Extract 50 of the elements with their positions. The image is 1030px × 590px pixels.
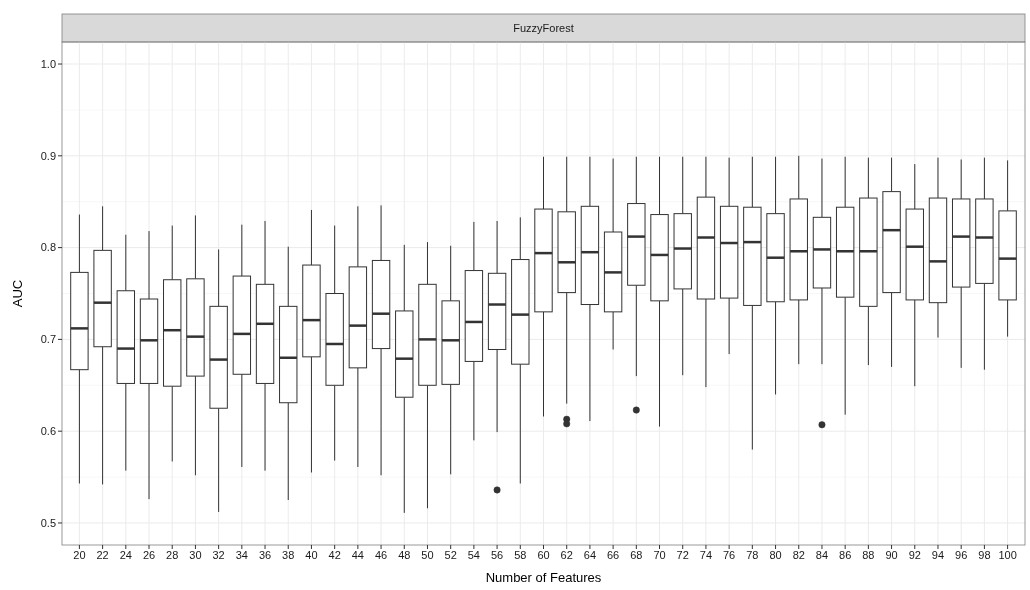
x-tick-label: 92 — [908, 549, 921, 561]
x-tick-label: 28 — [166, 549, 179, 561]
x-tick-label: 66 — [606, 549, 620, 561]
x-tick-label: 44 — [351, 549, 364, 561]
chart-title: FuzzyForest — [513, 21, 574, 34]
x-tick-label: 20 — [73, 549, 86, 561]
x-tick-label: 52 — [444, 549, 457, 561]
x-tick-label: 26 — [142, 549, 156, 561]
x-tick-label: 40 — [305, 549, 318, 561]
y-tick-label: 1.0 — [40, 57, 56, 70]
x-tick-label: 88 — [862, 549, 875, 561]
x-tick-label: 86 — [839, 549, 852, 561]
x-tick-label: 22 — [96, 549, 109, 561]
x-axis-title: Number of Features — [485, 570, 602, 585]
x-tick-label: 48 — [398, 549, 411, 561]
x-tick-label: 72 — [676, 549, 689, 561]
y-tick-label: 0.6 — [40, 425, 56, 438]
y-tick-label: 0.5 — [40, 516, 56, 529]
x-tick-label: 80 — [769, 549, 782, 561]
y-axis-title: AUC — [10, 279, 25, 308]
x-tick-label: 56 — [490, 549, 504, 561]
y-tick-label: 0.7 — [40, 333, 56, 346]
x-tick-label: 24 — [119, 549, 132, 561]
x-tick-label: 60 — [537, 549, 550, 561]
x-tick-label: 76 — [723, 549, 736, 561]
x-tick-label: 62 — [560, 549, 573, 561]
x-tick-label: 34 — [235, 549, 248, 561]
x-tick-label: 70 — [653, 549, 666, 561]
x-tick-label: 96 — [955, 549, 968, 561]
x-tick-label: 38 — [282, 549, 295, 561]
x-tick-label: 68 — [630, 549, 643, 561]
x-tick-label: 32 — [212, 549, 225, 561]
x-tick-label: 42 — [328, 549, 341, 561]
x-tick-label: 94 — [931, 549, 945, 561]
x-tick-label: 36 — [258, 549, 272, 561]
x-tick-label: 100 — [998, 549, 1017, 561]
x-tick-label: 50 — [421, 549, 434, 561]
x-tick-label: 98 — [978, 549, 991, 561]
x-tick-label: 30 — [189, 549, 202, 561]
x-tick-label: 82 — [792, 549, 805, 561]
x-tick-label: 84 — [815, 549, 829, 561]
x-tick-label: 78 — [746, 549, 759, 561]
x-tick-label: 58 — [514, 549, 527, 561]
y-tick-label: 0.9 — [40, 149, 56, 162]
x-tick-label: 46 — [374, 549, 388, 561]
y-tick-label: 0.8 — [40, 241, 56, 254]
x-tick-label: 74 — [699, 549, 713, 561]
x-tick-label: 90 — [885, 549, 898, 561]
x-tick-label: 64 — [583, 549, 597, 561]
x-tick-label: 54 — [467, 549, 481, 561]
